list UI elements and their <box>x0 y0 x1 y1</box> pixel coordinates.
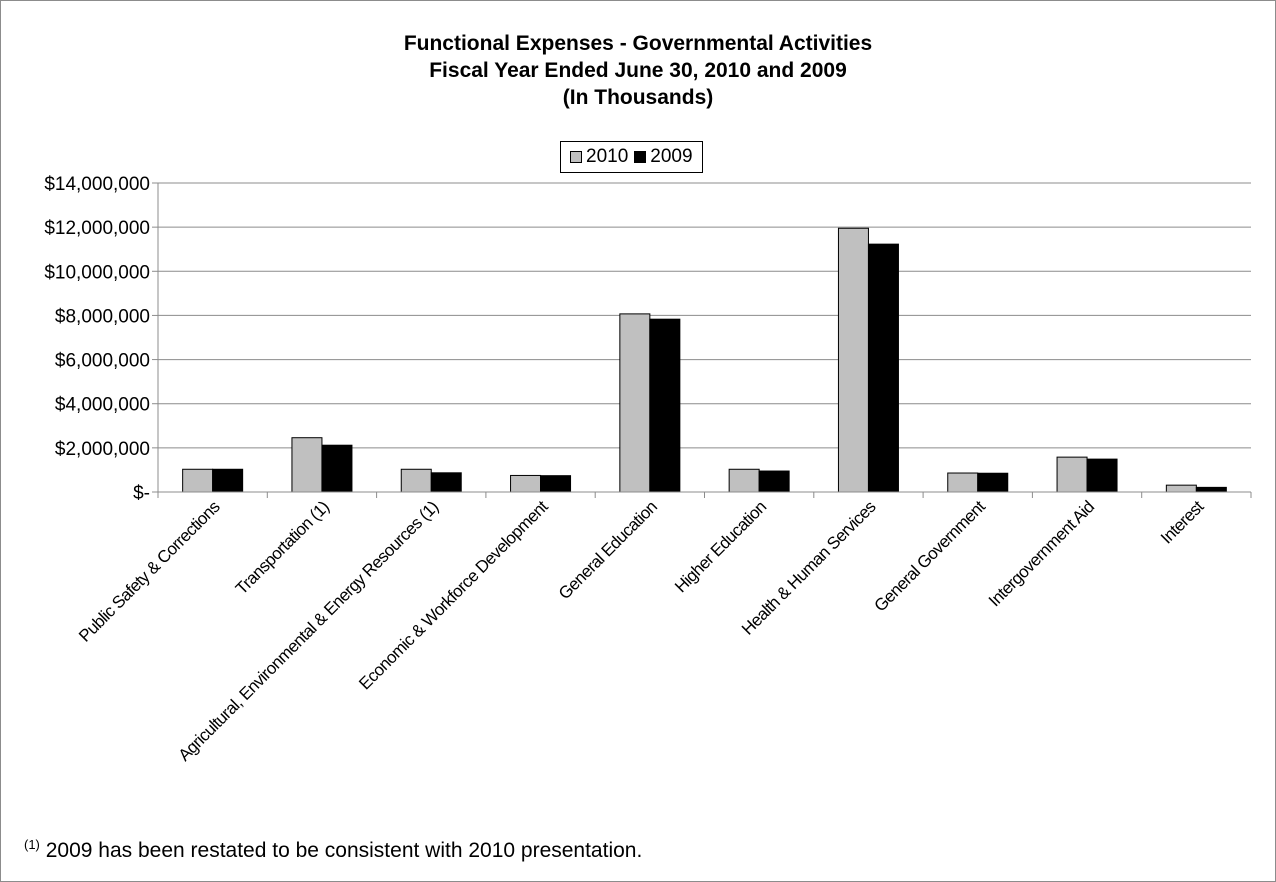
y-tick-label: $14,000,000 <box>44 174 150 195</box>
y-tick-label: $2,000,000 <box>55 439 150 460</box>
x-tick-label: Intergovernment Aid <box>985 497 1098 610</box>
bar-2010 <box>291 437 323 493</box>
y-tick-label: $10,000,000 <box>44 262 150 283</box>
gridlines <box>152 182 1251 493</box>
x-tick-label: Transportation (1) <box>232 497 333 598</box>
bar-2010 <box>947 472 979 493</box>
bar-2009 <box>430 472 462 493</box>
y-axis-tick-labels: $- $2,000,000 $4,000,000 $6,000,000 $8,000,0… <box>44 174 150 504</box>
x-axis-tick-labels: Public Safety & Corrections Transportatio… <box>75 497 1208 765</box>
x-tick-label: General Government <box>871 497 990 616</box>
bar-2009 <box>321 444 353 493</box>
x-tick-label: Agricultural, Environmental & Energy Res… <box>175 497 442 764</box>
chart-title-line-3: (In Thousands) <box>562 86 714 109</box>
bar-2009 <box>867 243 899 493</box>
x-tick-label: Interest <box>1157 497 1208 548</box>
bar-2009 <box>540 475 572 493</box>
bar-2009 <box>1195 486 1227 493</box>
y-tick-label: $6,000,000 <box>55 351 150 372</box>
bar-2010 <box>182 468 214 493</box>
chart-title: Functional Expenses - Governmental Activ… <box>0 30 1276 111</box>
y-tick-label: $8,000,000 <box>55 306 150 327</box>
bar-2010 <box>510 474 542 493</box>
chart-title-line-1: Functional Expenses - Governmental Activ… <box>403 32 873 55</box>
y-tick-label: $- <box>133 483 150 504</box>
legend-item-2009: 2009 <box>634 146 693 168</box>
legend-swatch-2010 <box>570 151 582 163</box>
bar-2010 <box>1056 456 1088 493</box>
x-tick-label: Economic & Workforce Development <box>355 497 552 694</box>
bar-2010 <box>619 313 651 493</box>
chart-legend: 2010 2009 <box>560 141 703 173</box>
x-tick-label: Public Safety & Corrections <box>75 497 223 645</box>
x-tick-label: Higher Education <box>671 497 770 596</box>
bar-2010 <box>728 468 760 493</box>
bar-2009 <box>758 470 790 493</box>
legend-label-2009: 2009 <box>650 146 693 167</box>
bar-2009 <box>212 468 244 493</box>
bar-2009 <box>977 472 1009 493</box>
bar-2009 <box>1086 458 1118 493</box>
footnote-marker: (1) <box>24 837 40 852</box>
legend-swatch-2009 <box>634 151 647 163</box>
x-axis <box>157 183 1252 498</box>
x-tick-label: General Education <box>555 497 661 603</box>
y-tick-label: $4,000,000 <box>55 395 150 416</box>
bar-2010 <box>400 468 432 493</box>
bar-2010 <box>1165 484 1197 493</box>
bar-2010 <box>837 227 869 493</box>
footnote: (1) 2009 has been restated to be consist… <box>24 837 642 863</box>
chart-title-line-2: Fiscal Year Ended June 30, 2010 and 2009 <box>429 59 847 82</box>
legend-item-2010: 2010 <box>570 146 628 168</box>
legend-label-2010: 2010 <box>586 146 629 167</box>
bars <box>182 227 1227 493</box>
footnote-text: 2009 has been restated to be consistent … <box>39 839 643 862</box>
y-tick-label: $12,000,000 <box>44 218 150 239</box>
bar-2009 <box>649 318 681 493</box>
